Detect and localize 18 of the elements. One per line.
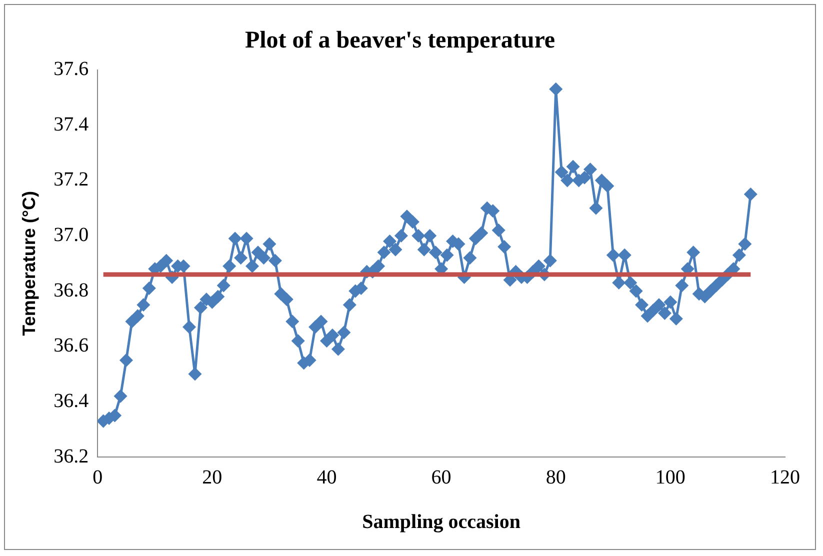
y-tick-label: 37.6 — [54, 58, 89, 80]
y-tick-label: 36.2 — [54, 445, 89, 468]
y-tick-label: 36.4 — [54, 390, 89, 412]
y-tick-label: 36.6 — [54, 334, 89, 357]
x-tick-label: 100 — [655, 466, 686, 488]
x-tick-label: 60 — [431, 466, 452, 488]
x-tick-label: 40 — [316, 466, 337, 488]
chart-title: Plot of a beaver's temperature — [244, 28, 556, 54]
x-tick-label: 0 — [92, 466, 103, 488]
y-axis-title: Temperature (°C) — [18, 190, 39, 336]
x-axis-title: Sampling occasion — [362, 511, 520, 534]
y-tick-label: 37.2 — [54, 168, 89, 191]
y-tick-label: 36.8 — [54, 279, 89, 302]
y-tick-label: 37.4 — [54, 113, 89, 136]
x-tick-label: 20 — [202, 466, 222, 488]
y-tick-label: 37.0 — [54, 224, 89, 246]
x-tick-label: 120 — [770, 466, 800, 488]
x-tick-label: 80 — [546, 466, 566, 488]
